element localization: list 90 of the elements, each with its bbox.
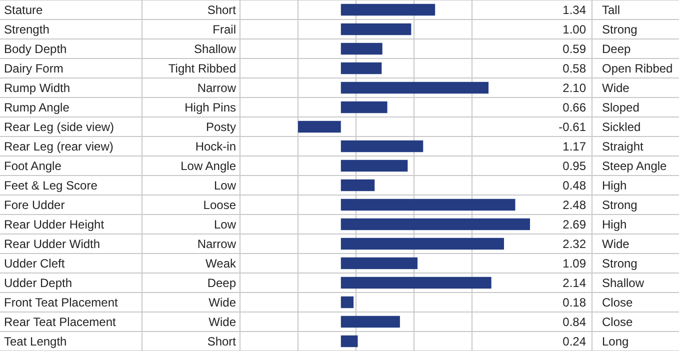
y2-tick-label: Steep Angle xyxy=(602,158,668,173)
category-label: Posty xyxy=(206,120,236,134)
bar xyxy=(340,257,418,270)
y-tick-label: Foot Angle xyxy=(4,158,62,173)
data-label: 0.58 xyxy=(562,61,586,76)
y-tick-label: Rear Udder Height xyxy=(4,217,105,232)
bar xyxy=(340,335,358,348)
y2-tick-label: Tall xyxy=(602,2,620,17)
data-label: 0.84 xyxy=(562,314,586,329)
y-tick-label: Strength xyxy=(4,22,50,36)
y2-tick-label: Straight xyxy=(602,139,644,154)
y2-tick-label: Close xyxy=(602,295,634,310)
y-tick-label: Udder Cleft xyxy=(4,256,66,270)
bar xyxy=(340,276,492,289)
category-label: Low xyxy=(214,178,236,192)
bar xyxy=(340,23,412,36)
category-label: Tight Ribbed xyxy=(168,61,236,76)
data-label: 0.95 xyxy=(562,158,586,173)
category-label: Low xyxy=(214,217,236,232)
data-label: 2.48 xyxy=(562,198,586,212)
bar xyxy=(340,316,400,328)
data-label: 0.48 xyxy=(562,178,586,192)
category-label: Narrow xyxy=(197,236,236,251)
data-label: 1.34 xyxy=(562,2,586,17)
category-label: Hock-in xyxy=(195,139,236,154)
y-tick-label: Front Teat Placement xyxy=(4,295,118,310)
category-label: Short xyxy=(207,2,236,17)
bar xyxy=(340,101,388,114)
data-label: 2.69 xyxy=(562,217,586,232)
bar xyxy=(340,160,408,172)
bar xyxy=(340,62,382,74)
bar xyxy=(340,238,504,250)
category-label: Wide xyxy=(208,295,236,310)
bar xyxy=(340,4,436,16)
bar xyxy=(340,296,354,308)
y-tick-label: Udder Depth xyxy=(4,276,72,290)
category-label: Low Angle xyxy=(180,158,236,173)
y2-tick-label: Strong xyxy=(602,198,638,212)
category-label: Frail xyxy=(212,22,236,36)
y2-tick-label: Wide xyxy=(602,236,630,251)
bar xyxy=(340,42,382,55)
y-tick-label: Rear Teat Placement xyxy=(4,314,117,329)
data-label: 0.24 xyxy=(562,334,586,348)
bar xyxy=(298,120,341,133)
bar xyxy=(340,198,516,211)
bar xyxy=(340,82,489,94)
data-label: 1.17 xyxy=(562,139,586,154)
y-tick-label: Teat Length xyxy=(4,334,67,348)
y-tick-label: Body Depth xyxy=(4,42,67,56)
y2-tick-label: Sloped xyxy=(602,100,640,114)
y-tick-label: Feet & Leg Score xyxy=(4,178,98,192)
y2-tick-label: Wide xyxy=(602,80,630,95)
y2-tick-label: High xyxy=(602,178,627,192)
bar xyxy=(340,218,530,230)
category-label: Weak xyxy=(206,256,236,270)
y2-tick-label: Sickled xyxy=(602,120,641,134)
data-label: 2.14 xyxy=(562,276,586,290)
data-label: 0.66 xyxy=(562,100,586,114)
data-label: 1.00 xyxy=(562,22,586,36)
y-tick-label: Dairy Form xyxy=(4,61,64,76)
data-label: 1.09 xyxy=(562,256,586,270)
data-label: 0.18 xyxy=(562,295,586,310)
y-tick-label: Rear Leg (rear view) xyxy=(4,139,114,154)
data-label: 2.32 xyxy=(562,236,586,251)
data-label: -0.61 xyxy=(558,120,586,134)
bar xyxy=(340,140,424,152)
category-label: Deep xyxy=(207,276,236,290)
y-tick-label: Rump Width xyxy=(4,80,70,95)
category-label: Loose xyxy=(203,198,236,212)
y-tick-label: Rump Angle xyxy=(4,100,70,114)
category-label: Shallow xyxy=(194,42,236,56)
y2-tick-label: Strong xyxy=(602,22,638,36)
y2-tick-label: Strong xyxy=(602,256,638,270)
category-label: High Pins xyxy=(184,100,236,114)
y-tick-label: Fore Udder xyxy=(4,198,65,212)
y2-tick-label: Shallow xyxy=(602,276,644,290)
y2-tick-label: High xyxy=(602,217,627,232)
y-tick-label: Stature xyxy=(4,2,44,17)
y2-tick-label: Close xyxy=(602,314,634,329)
category-label: Wide xyxy=(208,314,236,329)
y2-tick-label: Open Ribbed xyxy=(602,61,673,76)
data-label: 2.10 xyxy=(562,80,586,95)
y2-tick-label: Long xyxy=(602,334,629,348)
y-tick-label: Rear Udder Width xyxy=(4,236,100,251)
data-label: 0.59 xyxy=(562,42,586,56)
y-tick-label: Rear Leg (side view) xyxy=(4,120,114,134)
y2-tick-label: Deep xyxy=(602,42,632,56)
category-label: Narrow xyxy=(197,80,236,95)
bar xyxy=(340,179,375,192)
category-label: Short xyxy=(207,334,236,348)
